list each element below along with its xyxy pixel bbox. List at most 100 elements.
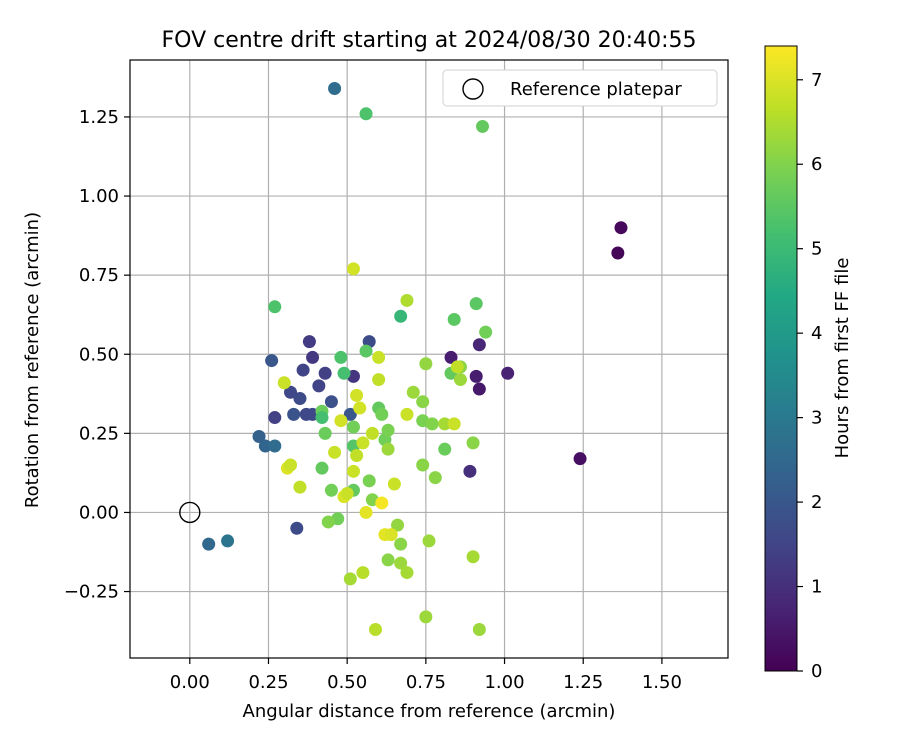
data-point (346, 464, 360, 478)
data-point (391, 518, 405, 532)
x-tick-label: 1.50 (642, 672, 682, 693)
data-point (375, 496, 389, 510)
data-point (447, 417, 461, 431)
y-axis-label: Rotation from reference (arcmin) (22, 212, 43, 508)
y-tick-label: 0.25 (79, 423, 119, 444)
data-point (438, 417, 452, 431)
y-tick-label: −0.25 (64, 582, 119, 603)
data-point (463, 464, 477, 478)
data-point (406, 385, 420, 399)
data-point (324, 483, 338, 497)
data-point (450, 360, 464, 374)
reference-marker-group (179, 501, 201, 524)
data-point (343, 407, 357, 421)
data-point (359, 107, 373, 121)
colorbar-tick-label: 7 (811, 70, 822, 91)
data-point (447, 312, 461, 326)
x-tick-label: 0.25 (248, 672, 288, 693)
data-point (284, 385, 298, 399)
colorbar-tick-label: 5 (811, 239, 822, 260)
data-point (315, 411, 329, 425)
data-point (472, 623, 486, 637)
data-point (284, 458, 298, 472)
data-point (400, 407, 414, 421)
data-point (318, 366, 332, 380)
data-point (359, 344, 373, 358)
x-tick-label: 0.00 (170, 672, 210, 693)
colorbar-tick-label: 0 (811, 661, 822, 682)
data-point (466, 550, 480, 564)
data-point (334, 350, 348, 364)
data-point (359, 505, 373, 519)
data-point (346, 262, 360, 276)
colorbar-tick-label: 1 (811, 577, 822, 598)
reference-platepar-marker (179, 501, 201, 524)
data-point (416, 395, 430, 409)
data-point (268, 411, 282, 425)
data-point (394, 537, 408, 551)
data-point (372, 373, 386, 387)
colorbar-tick-label: 4 (811, 323, 822, 344)
colorbar-label: Hours from first FF file (832, 258, 853, 459)
data-point (293, 392, 307, 406)
data-point (356, 436, 370, 450)
data-point (353, 401, 367, 415)
y-tick-label: 1.25 (79, 107, 119, 128)
data-point (362, 474, 376, 488)
data-point (444, 350, 458, 364)
data-point (425, 417, 439, 431)
data-point (469, 297, 483, 311)
chart-title: FOV centre drift starting at 2024/08/30 … (162, 28, 697, 53)
data-point (334, 414, 348, 428)
data-point (268, 300, 282, 314)
data-point (372, 350, 386, 364)
legend-entry-reference-platepar: Reference platepar (510, 79, 682, 100)
data-point (365, 426, 379, 440)
data-point (381, 553, 395, 567)
data-point (315, 461, 329, 475)
colorbar-tick-label: 2 (811, 492, 822, 513)
data-point (469, 369, 483, 383)
data-point (472, 338, 486, 352)
data-point (312, 379, 326, 393)
data-point (368, 623, 382, 637)
data-point (356, 566, 370, 580)
legend: Reference platepar (442, 69, 718, 107)
plot-frame (129, 59, 729, 659)
data-point (328, 81, 342, 95)
y-tick-label: 0.50 (79, 344, 119, 365)
data-point (422, 534, 436, 548)
data-point (268, 439, 282, 453)
data-point (416, 458, 430, 472)
data-point (419, 357, 433, 371)
x-tick-label: 1.25 (563, 672, 603, 693)
scatter-points (202, 81, 628, 637)
data-point (221, 534, 235, 548)
data-point (400, 293, 414, 307)
x-tick-label: 0.75 (406, 672, 446, 693)
data-point (321, 515, 335, 529)
colorbar-tick-label: 6 (811, 154, 822, 175)
data-point (614, 221, 628, 235)
data-point (394, 309, 408, 323)
legend-reference-marker (462, 78, 484, 100)
data-point (302, 335, 316, 349)
data-point (340, 486, 354, 500)
data-point (293, 480, 307, 494)
data-point (438, 442, 452, 456)
data-point (501, 366, 515, 380)
data-point (202, 537, 216, 551)
colorbar-tick-label: 3 (811, 408, 822, 429)
data-point (476, 119, 490, 133)
data-point (375, 407, 389, 421)
y-axis-ticks: −0.25 0.00 0.25 0.50 0.75 1.00 1.25 (64, 107, 130, 603)
y-tick-label: 0.00 (79, 502, 119, 523)
data-point (387, 477, 401, 491)
data-point (287, 407, 301, 421)
colorbar-ticks: 0 1 2 3 4 5 6 7 (797, 70, 822, 682)
data-point (384, 528, 398, 542)
y-tick-label: 0.75 (79, 265, 119, 286)
data-point (277, 376, 291, 390)
data-point (400, 566, 414, 580)
